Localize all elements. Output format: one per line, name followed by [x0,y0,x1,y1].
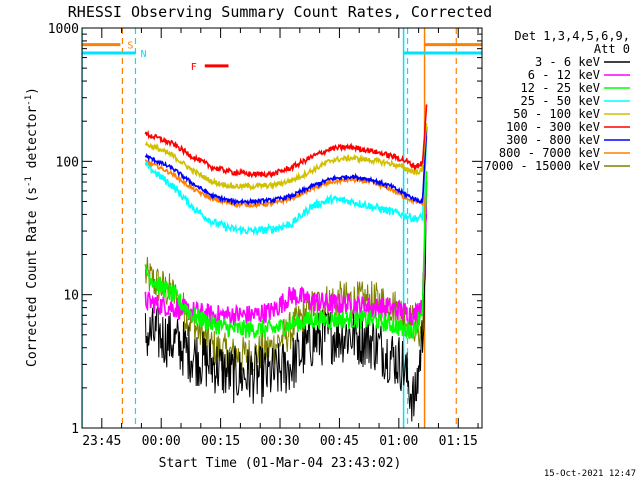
x-tick-label-1: 00:00 [142,434,181,449]
plot-frame [81,27,483,429]
y-tick-label-1: 10 [63,289,79,304]
series-line-2 [144,171,428,340]
legend-header-2: Att 0 [594,42,630,56]
legend-header-1: Det 1,3,4,5,6,9, [514,29,630,43]
y-axis-label: Corrected Count Rate (s-1 detector-1) [24,87,40,367]
x-tick-label-4: 00:45 [320,434,359,449]
legend-label-6: 300 - 800 keV [506,133,600,147]
y-tick-label-3: 1000 [48,22,79,37]
plot-area [82,28,482,428]
legend-label-8: 7000 - 15000 keV [484,159,600,173]
legend-label-7: 800 - 7000 keV [499,146,600,160]
series-line-4 [144,123,428,192]
y-tick-label-0: 1 [71,422,79,437]
x-tick-label-2: 00:15 [201,434,240,449]
legend-label-0: 3 - 6 keV [535,55,600,69]
series-line-3 [144,135,428,237]
series-line-6 [144,126,428,207]
y-tick-label-2: 100 [56,155,79,170]
legend-label-1: 6 - 12 keV [528,68,600,82]
y-axis-label-end: ) [25,87,40,95]
x-tick-label-5: 01:00 [379,434,418,449]
y-axis-label-sup1: -1 [24,176,34,187]
x-axis-label: Start Time (01-Mar-04 23:43:02) [159,456,402,471]
y-axis-label-mid: detector [25,106,40,177]
legend-label-5: 100 - 300 keV [506,120,600,134]
legend-label-4: 50 - 100 keV [513,107,600,121]
legend-label-3: 25 - 50 keV [521,94,600,108]
axes: 1 10 100 1000 23:45 00:00 00:15 00:30 00:45 01:00… [48,22,483,449]
y-axis-label-main: Corrected Count Rate (s [25,187,40,367]
legend-label-2: 12 - 25 keV [521,81,600,95]
series-line-0 [144,213,428,422]
y-axis-label-sup2: -1 [24,95,34,106]
series-line-1 [144,181,428,328]
flag-s-label: S [127,41,133,52]
chart-title: RHESSI Observing Summary Count Rates, Co… [68,3,492,21]
series-line-5 [144,104,428,179]
timestamp: 15-Oct-2021 12:47 [544,469,636,479]
x-tick-label-3: 00:30 [260,434,299,449]
x-tick-label-6: 01:15 [439,434,478,449]
flag-n-label: N [140,49,146,60]
flag-f-label: F [191,62,197,73]
x-tick-label-0: 23:45 [82,434,121,449]
